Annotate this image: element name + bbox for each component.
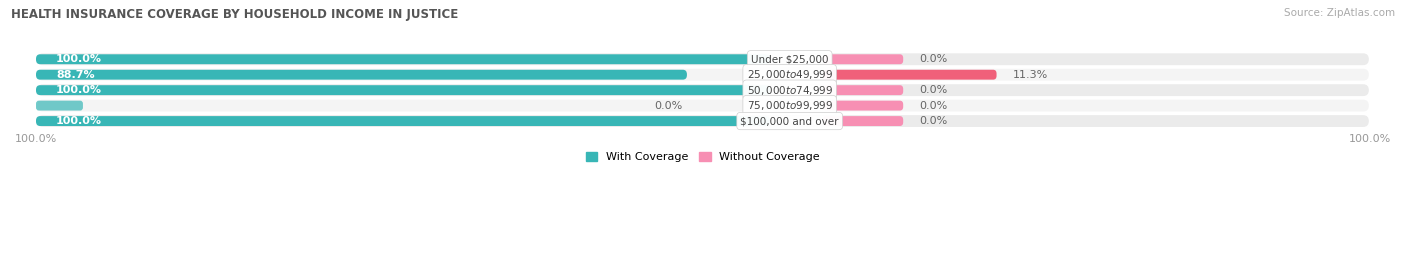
Text: $25,000 to $49,999: $25,000 to $49,999 xyxy=(747,68,832,81)
Text: 0.0%: 0.0% xyxy=(920,116,948,126)
Text: 100.0%: 100.0% xyxy=(56,85,103,95)
FancyBboxPatch shape xyxy=(823,54,903,64)
Text: 0.0%: 0.0% xyxy=(920,85,948,95)
Text: 100.0%: 100.0% xyxy=(56,54,103,64)
Text: HEALTH INSURANCE COVERAGE BY HOUSEHOLD INCOME IN JUSTICE: HEALTH INSURANCE COVERAGE BY HOUSEHOLD I… xyxy=(11,8,458,21)
FancyBboxPatch shape xyxy=(823,70,997,80)
Text: $100,000 and over: $100,000 and over xyxy=(741,116,839,126)
FancyBboxPatch shape xyxy=(37,116,770,126)
Text: 0.0%: 0.0% xyxy=(920,54,948,64)
FancyBboxPatch shape xyxy=(823,85,903,95)
Text: 0.0%: 0.0% xyxy=(920,101,948,111)
FancyBboxPatch shape xyxy=(37,85,770,95)
FancyBboxPatch shape xyxy=(823,101,903,111)
FancyBboxPatch shape xyxy=(823,116,903,126)
Text: $50,000 to $74,999: $50,000 to $74,999 xyxy=(747,84,832,97)
FancyBboxPatch shape xyxy=(37,54,770,64)
FancyBboxPatch shape xyxy=(37,70,688,80)
FancyBboxPatch shape xyxy=(37,114,1369,128)
Text: Under $25,000: Under $25,000 xyxy=(751,54,828,64)
FancyBboxPatch shape xyxy=(37,83,1369,97)
FancyBboxPatch shape xyxy=(37,101,83,111)
Text: 11.3%: 11.3% xyxy=(1012,70,1047,80)
FancyBboxPatch shape xyxy=(37,99,1369,112)
Text: 100.0%: 100.0% xyxy=(56,116,103,126)
Text: 0.0%: 0.0% xyxy=(655,101,683,111)
FancyBboxPatch shape xyxy=(37,68,1369,82)
Text: Source: ZipAtlas.com: Source: ZipAtlas.com xyxy=(1284,8,1395,18)
FancyBboxPatch shape xyxy=(37,52,1369,66)
Legend: With Coverage, Without Coverage: With Coverage, Without Coverage xyxy=(582,147,824,167)
Text: $75,000 to $99,999: $75,000 to $99,999 xyxy=(747,99,832,112)
Text: 88.7%: 88.7% xyxy=(56,70,94,80)
